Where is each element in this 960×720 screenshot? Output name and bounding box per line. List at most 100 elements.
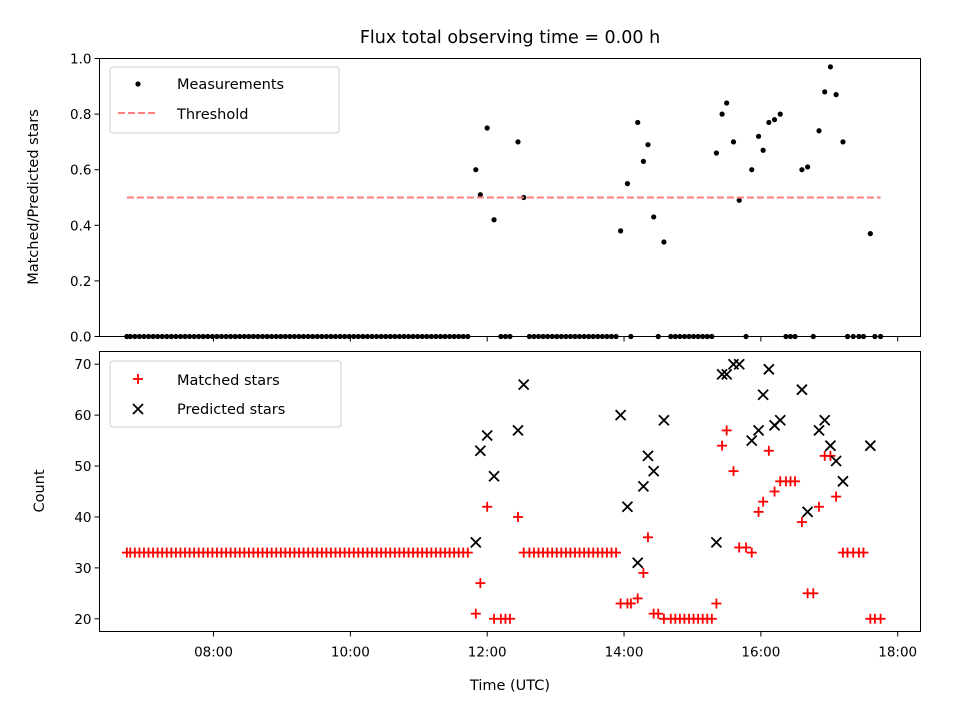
matched-point [741, 542, 752, 553]
bottom-ylabel: Count [32, 469, 48, 512]
measurement-point [867, 231, 873, 237]
matched-point [611, 547, 622, 558]
bottom-marks [121, 358, 886, 624]
measurement-point [635, 119, 641, 126]
measurement-point [822, 89, 828, 95]
y-tick-label: 40 [74, 510, 91, 526]
measurement-point [645, 142, 651, 148]
bottom-axes: Count Time (UTC) 20 30 40 50 60 70 08:00 10:00 1… [32, 351, 921, 694]
measurement-point [713, 150, 719, 156]
measurement-point [618, 228, 624, 234]
matched-point [625, 598, 636, 609]
measurement-point [840, 139, 846, 145]
matched-point [758, 496, 769, 507]
measurement-point [484, 125, 490, 131]
measurement-point [760, 147, 766, 153]
top-ticks: 0.0 0.2 0.4 0.6 0.8 1.0 [70, 52, 899, 346]
bottom-axes-frame [99, 351, 921, 632]
matched-point [825, 450, 836, 461]
y-tick-label: 0.6 [70, 163, 91, 179]
measurement-point [749, 167, 755, 173]
legend-measurements-label: Measurements [177, 77, 284, 93]
predicted-point [796, 384, 808, 396]
measurement-point [719, 111, 725, 117]
matched-point [814, 501, 825, 512]
legend-matched-marker [133, 374, 143, 384]
legend-predicted-marker [132, 403, 144, 415]
predicted-point [746, 434, 758, 447]
predicted-point [481, 429, 493, 442]
predicted-point [470, 536, 482, 549]
predicted-point [614, 409, 627, 421]
top-ylabel: Matched/Predicted stars [26, 109, 42, 285]
measurement-point [651, 214, 657, 220]
predicted-point [774, 414, 786, 426]
matched-point [638, 567, 649, 578]
bottom-ticks: 20 30 40 50 60 70 08:00 10:00 12:00 14:00 16:00 18:… [74, 357, 917, 660]
matched-point [706, 613, 717, 624]
y-tick-label: 1.0 [70, 52, 91, 68]
predicted-point [733, 358, 745, 370]
measurement-point [827, 64, 834, 70]
measurement-point [640, 158, 647, 164]
measurement-point [816, 128, 822, 134]
bottom-xlabel: Time (UTC) [469, 678, 550, 694]
predicted-point [642, 450, 654, 462]
predicted-point [813, 424, 825, 437]
matched-point [728, 466, 739, 477]
bottom-legend-box [109, 360, 342, 428]
matched-point [470, 608, 481, 619]
predicted-point [819, 414, 831, 426]
predicted-point [716, 368, 728, 381]
predicted-point [837, 475, 849, 487]
predicted-point [801, 506, 814, 518]
matched-point [831, 491, 842, 502]
measurement-point [724, 100, 730, 106]
matched-point [653, 608, 664, 619]
measurement-point [777, 111, 783, 117]
predicted-point [763, 363, 775, 375]
y-tick-label: 60 [74, 408, 91, 424]
matched-point [796, 517, 807, 528]
x-tick-label: 10:00 [331, 645, 370, 661]
matched-point [642, 532, 653, 543]
legend-measurements-marker [135, 81, 141, 87]
matched-point [746, 547, 757, 558]
matched-point [721, 425, 732, 436]
matched-point [875, 613, 886, 624]
matched-point [482, 501, 493, 512]
predicted-point [648, 465, 660, 477]
measurement-point [833, 92, 839, 98]
measurement-point [799, 167, 805, 173]
measurement-point [473, 167, 479, 173]
matched-point [632, 593, 643, 604]
matched-point [475, 578, 486, 589]
measurement-point [755, 133, 762, 139]
predicted-point [621, 501, 634, 513]
predicted-point [710, 536, 723, 549]
matched-point [505, 613, 515, 624]
predicted-point [518, 378, 530, 391]
matched-point [858, 547, 869, 558]
y-tick-label: 0.4 [70, 218, 91, 234]
predicted-point [864, 440, 876, 452]
predicted-point [721, 368, 733, 381]
predicted-point [824, 440, 837, 452]
matched-point [769, 486, 780, 497]
matched-point [717, 440, 728, 451]
y-tick-label: 50 [74, 459, 91, 475]
measurement-point [661, 239, 667, 245]
matched-point [790, 476, 801, 487]
predicted-point [757, 389, 769, 401]
x-tick-label: 16:00 [741, 645, 780, 661]
predicted-point [637, 480, 650, 493]
y-tick-label: 0.8 [70, 107, 91, 123]
y-tick-label: 70 [74, 357, 91, 373]
matched-point [808, 588, 819, 599]
measurement-point [477, 192, 483, 198]
predicted-point [632, 557, 644, 569]
predicted-point [752, 424, 765, 437]
bottom-legend: Matched stars Predicted stars [109, 360, 342, 428]
matched-point [753, 506, 764, 517]
